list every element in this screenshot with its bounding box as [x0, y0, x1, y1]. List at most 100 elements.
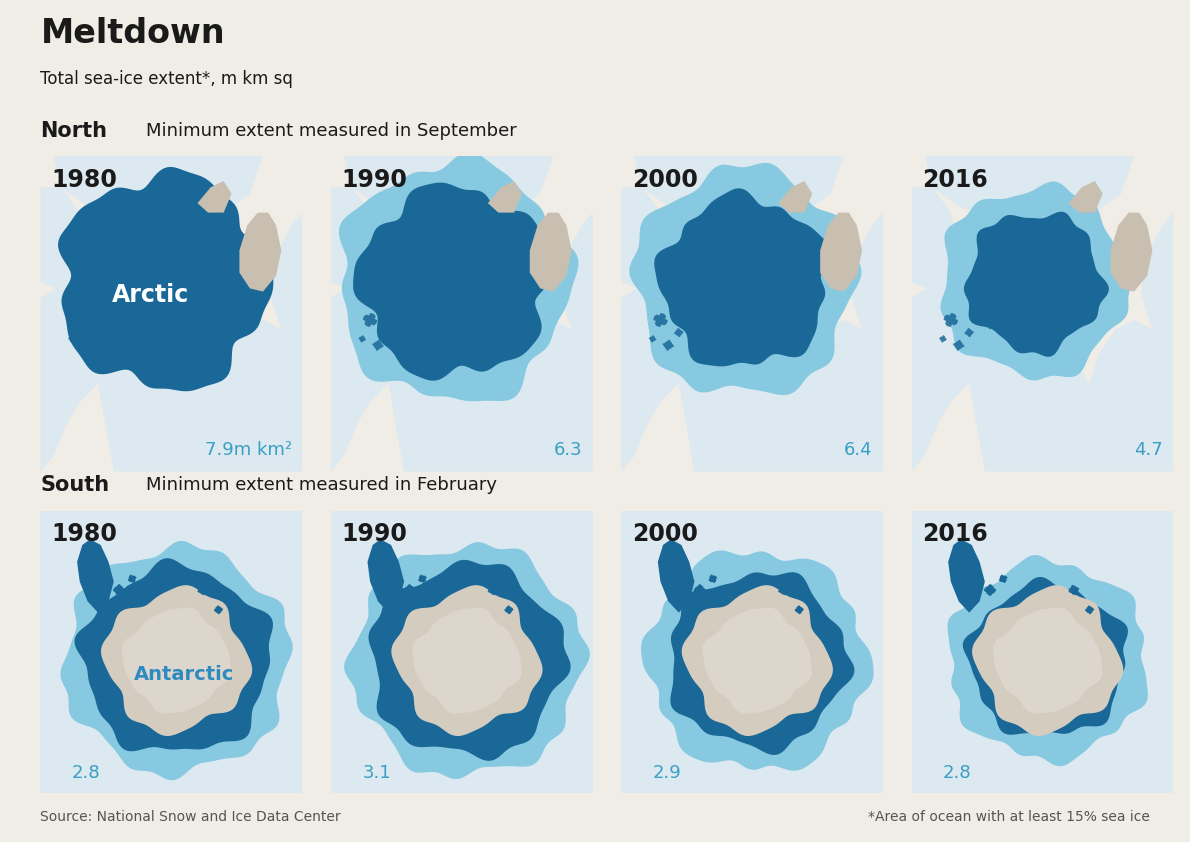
Polygon shape	[964, 211, 1109, 357]
Polygon shape	[621, 188, 669, 288]
Polygon shape	[488, 585, 499, 595]
Polygon shape	[82, 339, 93, 351]
Polygon shape	[654, 189, 831, 366]
Polygon shape	[214, 605, 223, 614]
Text: Source: National Snow and Ice Data Center: Source: National Snow and Ice Data Cente…	[40, 809, 342, 823]
Polygon shape	[102, 304, 109, 311]
Polygon shape	[331, 511, 593, 793]
Polygon shape	[795, 605, 803, 614]
Polygon shape	[998, 574, 1008, 583]
Polygon shape	[658, 539, 695, 613]
Polygon shape	[331, 188, 378, 288]
Polygon shape	[973, 304, 981, 311]
Polygon shape	[562, 212, 593, 345]
Polygon shape	[117, 323, 121, 329]
Polygon shape	[530, 212, 571, 291]
Polygon shape	[392, 585, 543, 736]
Text: Meltdown: Meltdown	[40, 17, 225, 50]
Polygon shape	[778, 181, 813, 212]
Text: 4.7: 4.7	[1134, 441, 1163, 459]
Polygon shape	[948, 539, 985, 613]
Polygon shape	[694, 584, 706, 596]
Text: 6.3: 6.3	[553, 441, 582, 459]
Text: Antarctic: Antarctic	[134, 665, 234, 685]
Polygon shape	[800, 320, 883, 472]
Polygon shape	[331, 276, 409, 472]
Text: 2016: 2016	[922, 522, 988, 546]
Polygon shape	[412, 608, 521, 714]
Text: 1990: 1990	[342, 168, 407, 193]
Polygon shape	[75, 558, 273, 751]
Polygon shape	[271, 212, 302, 345]
Polygon shape	[68, 335, 76, 343]
Text: 2.8: 2.8	[942, 764, 971, 782]
Polygon shape	[675, 328, 683, 337]
Polygon shape	[663, 339, 674, 351]
Polygon shape	[683, 304, 690, 311]
Polygon shape	[94, 328, 102, 337]
Polygon shape	[509, 320, 593, 472]
Polygon shape	[358, 335, 367, 343]
Polygon shape	[912, 188, 959, 288]
Polygon shape	[697, 323, 702, 329]
Polygon shape	[61, 541, 293, 781]
Polygon shape	[1090, 320, 1173, 472]
Polygon shape	[363, 313, 377, 327]
Text: 1980: 1980	[51, 168, 117, 193]
Polygon shape	[984, 584, 996, 596]
Polygon shape	[101, 585, 252, 736]
Text: 2000: 2000	[632, 168, 697, 193]
Text: 3.1: 3.1	[362, 764, 390, 782]
Polygon shape	[630, 163, 862, 395]
Text: 1980: 1980	[51, 522, 117, 546]
Polygon shape	[58, 167, 274, 392]
Polygon shape	[239, 212, 281, 291]
Text: Total sea-ice extent*, m km sq: Total sea-ice extent*, m km sq	[40, 71, 293, 88]
Polygon shape	[403, 584, 415, 596]
Polygon shape	[1069, 181, 1103, 212]
Polygon shape	[339, 152, 578, 402]
Text: 2016: 2016	[922, 168, 988, 193]
Text: 6.4: 6.4	[844, 441, 872, 459]
Polygon shape	[852, 212, 883, 345]
Polygon shape	[988, 323, 992, 329]
Text: Arctic: Arctic	[112, 283, 189, 306]
Polygon shape	[944, 313, 958, 327]
Polygon shape	[972, 585, 1123, 736]
Polygon shape	[353, 183, 549, 381]
Polygon shape	[384, 328, 393, 337]
Polygon shape	[1110, 212, 1152, 291]
Polygon shape	[219, 320, 302, 472]
Text: 1990: 1990	[342, 522, 407, 546]
Polygon shape	[992, 608, 1102, 714]
Polygon shape	[98, 345, 228, 472]
Polygon shape	[407, 323, 412, 329]
Polygon shape	[505, 605, 513, 614]
Polygon shape	[778, 585, 789, 595]
Polygon shape	[344, 542, 590, 779]
Polygon shape	[369, 560, 571, 761]
Polygon shape	[40, 511, 302, 793]
Polygon shape	[54, 156, 263, 219]
Polygon shape	[641, 551, 873, 770]
Polygon shape	[634, 156, 844, 219]
Polygon shape	[912, 511, 1173, 793]
Polygon shape	[678, 345, 809, 472]
Polygon shape	[198, 181, 232, 212]
Polygon shape	[1069, 585, 1079, 595]
Text: Minimum extent measured in February: Minimum extent measured in February	[145, 476, 496, 494]
Polygon shape	[127, 574, 137, 583]
Polygon shape	[649, 335, 657, 343]
Polygon shape	[113, 584, 125, 596]
Text: South: South	[40, 475, 109, 495]
Polygon shape	[963, 577, 1128, 735]
Polygon shape	[488, 181, 522, 212]
Polygon shape	[40, 276, 119, 472]
Polygon shape	[372, 339, 383, 351]
Polygon shape	[1085, 605, 1094, 614]
Polygon shape	[40, 188, 88, 288]
Polygon shape	[73, 313, 87, 327]
Polygon shape	[702, 608, 812, 714]
Text: 2000: 2000	[632, 522, 697, 546]
Polygon shape	[947, 555, 1148, 766]
